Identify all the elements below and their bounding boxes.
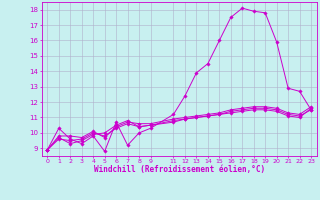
X-axis label: Windchill (Refroidissement éolien,°C): Windchill (Refroidissement éolien,°C) [94, 165, 265, 174]
